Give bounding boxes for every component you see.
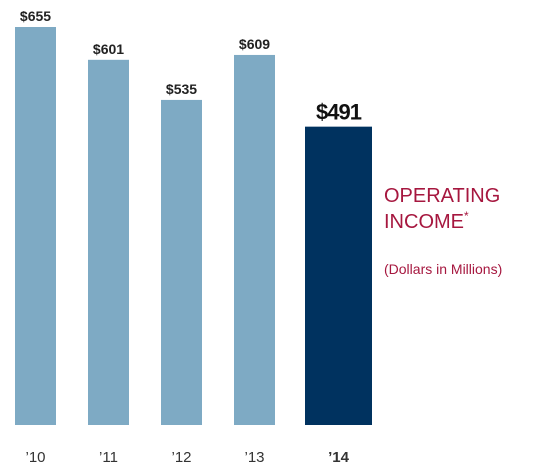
x-tick-label: ’10	[25, 449, 45, 466]
x-tick-label: ’11	[99, 449, 118, 466]
bar	[234, 54, 275, 426]
x-tick-label: ’12	[171, 449, 191, 466]
value-label: $491	[316, 100, 362, 125]
bar	[161, 99, 202, 426]
bar	[305, 126, 372, 425]
chart-subtitle: (Dollars in Millions)	[384, 261, 502, 277]
value-label: $609	[239, 36, 270, 52]
value-label: $535	[166, 81, 197, 97]
value-label: $655	[20, 8, 51, 24]
chart-title: OPERATING INCOME*	[384, 185, 500, 233]
x-tick-label: ’13	[244, 449, 264, 466]
bar	[15, 27, 56, 425]
bar	[88, 59, 129, 425]
value-label: $601	[93, 41, 124, 57]
x-tick-label: ’14	[328, 449, 350, 466]
